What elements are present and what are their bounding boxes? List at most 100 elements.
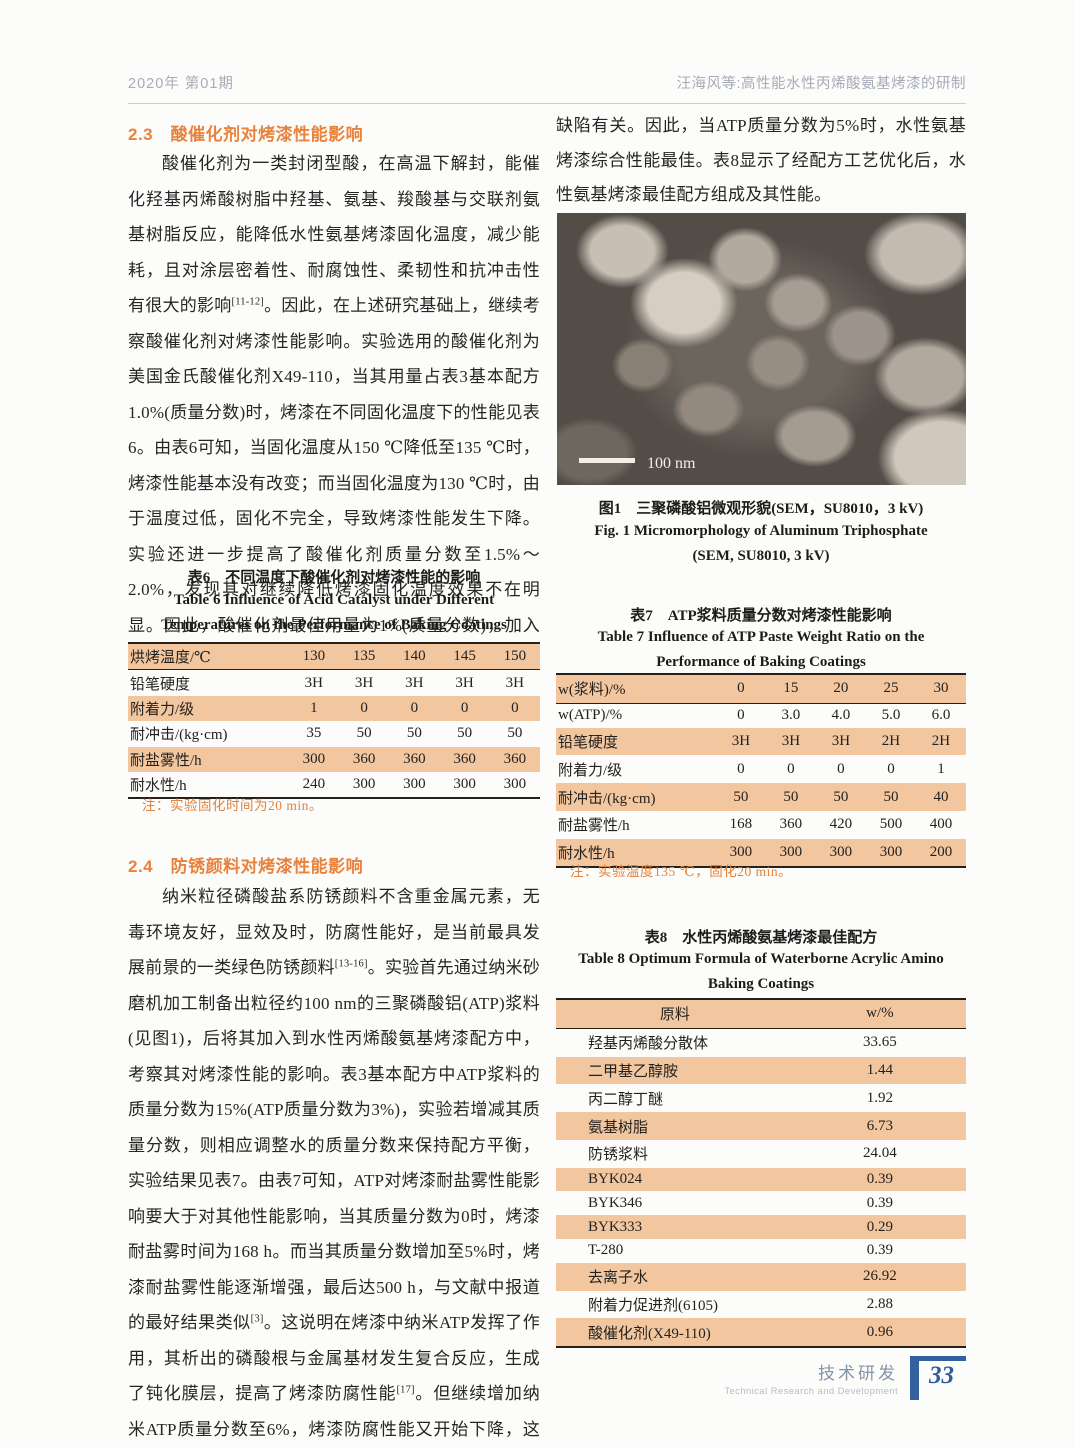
row-label: 耐盐雾性/h (130, 752, 202, 769)
section-2-3-title: 2.3 酸催化剂对烤漆性能影响 (128, 125, 364, 144)
table-row: 氨基树脂 6.73 (556, 1112, 966, 1140)
table7-note: 注：实验温度135 ℃，固化20 min。 (570, 864, 793, 879)
cell-value: 24.04 (863, 1145, 897, 1162)
cell-value: 0.39 (866, 1242, 894, 1259)
table-row: 耐水性/h 240 300 300 300 300 (128, 772, 540, 798)
table-row: 耐冲击/(kg·cm) 50 50 50 50 40 (556, 783, 966, 811)
cell-value: 50 (356, 725, 372, 742)
cell-value: 3.0 (781, 707, 801, 724)
cell-value: 3H (455, 674, 474, 691)
cell-value: 1.44 (866, 1061, 894, 1078)
cell-value: 300 (829, 844, 853, 861)
table-row: 附着力/级 1 0 0 0 0 (128, 695, 540, 722)
cell-value: 0.39 (866, 1194, 894, 1211)
cell-value: 420 (829, 816, 853, 833)
cell-value: 300 (503, 776, 527, 793)
cell-value: 0.39 (866, 1171, 894, 1188)
row-label: 防锈浆料 (588, 1147, 649, 1164)
cell-value: 4.0 (831, 707, 851, 724)
table-row: 耐冲击/(kg·cm) 35 50 50 50 50 (128, 721, 540, 746)
section-2-4-paragraph: 纳米粒径磷酸盐系防锈颜料不含重金属元素，无毒环境友好，显效及时，防腐性能好，是当… (128, 887, 541, 1439)
table-row: w(ATP)/% 0 3.0 4.0 5.0 6.0 (556, 703, 966, 727)
cell-value: 1 (937, 760, 945, 777)
page-header: 2020年 第01期 汪海风等:高性能水性丙烯酸氨基烤漆的研制 (128, 72, 966, 104)
cell-value: 360 (403, 750, 426, 767)
cell-value: 50 (733, 788, 749, 805)
table8-header-wpct: w/% (793, 999, 966, 1029)
footer-label-cn: 技术研发 (818, 1364, 898, 1383)
cell-value: 300 (729, 844, 753, 861)
cell-value: 0 (715, 674, 766, 704)
cell-value: 300 (302, 750, 326, 767)
table-row: BYK024 0.39 (556, 1167, 966, 1192)
cell-value: 0 (887, 760, 895, 777)
cell-value: 5.0 (881, 707, 901, 724)
cell-value: 150 (489, 643, 540, 671)
cell-value: 360 (503, 750, 527, 767)
footer-section-label: 技术研发 Technical Research and Development (724, 1359, 898, 1397)
cell-value: 3H (731, 732, 751, 749)
table6: 烘烤温度/℃ 130 135 140 145 150 铅笔硬度 3H 3H 3H 3H 3H 附着力/级… (128, 642, 540, 800)
cell-value: 50 (883, 788, 899, 805)
table-row: T-280 0.39 (556, 1239, 966, 1263)
table6-caption-en-1: Table 6 Influence of Acid Catalyst under… (173, 592, 495, 608)
cell-value: 240 (302, 776, 326, 793)
row-label: 铅笔硬度 (558, 734, 619, 751)
table-row: 羟基丙烯酸分散体 33.65 (556, 1028, 966, 1056)
row-label: BYK024 (588, 1171, 643, 1188)
table8: 原料 w/% 羟基丙烯酸分散体 33.65 二甲基乙醇胺 1.44 丙二醇丁醚 1.92 氨… (556, 998, 966, 1349)
table-row: w(浆料)/% 0 15 20 25 30 (556, 674, 966, 704)
scale-bar (579, 458, 635, 463)
row-label: BYK346 (588, 1194, 643, 1211)
cell-value: 500 (879, 816, 903, 833)
page-number: 33 (910, 1356, 966, 1400)
cell-value: 0.96 (866, 1323, 894, 1340)
cell-value: 168 (729, 816, 753, 833)
cell-value: 0 (460, 699, 469, 716)
row-label: 附着力/级 (558, 762, 623, 779)
cell-value: 0 (511, 699, 519, 716)
row-label: 耐盐雾性/h (558, 818, 630, 835)
cell-value: 33.65 (863, 1034, 897, 1051)
cell-value: 135 (338, 643, 390, 671)
row-label: 丙二醇丁醚 (588, 1091, 664, 1108)
scale-bar-label: 100 nm (647, 455, 696, 472)
row-label: 二甲基乙醇胺 (588, 1063, 679, 1080)
table7: w(浆料)/% 0 15 20 25 30 w(ATP)/% 0 3.0 4.0 5.0 6.0 铅笔硬… (556, 673, 966, 869)
cell-value: 20 (815, 674, 866, 704)
table8-header-material: 原料 (556, 999, 794, 1029)
cell-value: 1.92 (866, 1089, 894, 1106)
cell-value: 2.88 (866, 1295, 894, 1312)
cell-value: 400 (929, 816, 953, 833)
journal-issue: 2020年 第01期 (128, 76, 234, 92)
table-row: 酸催化剂(X49-110) 0.96 (556, 1318, 966, 1348)
cell-value: 300 (453, 776, 476, 793)
cell-value: 2H (931, 732, 951, 749)
table8-caption-en-2: Baking Coatings (707, 976, 815, 992)
table7-caption-en-1: Table 7 Influence of ATP Paste Weight Ra… (597, 629, 925, 645)
table7-caption-en-2: Performance of Baking Coatings (656, 654, 866, 670)
cell-value: 0 (410, 699, 419, 716)
cell-value: 360 (453, 750, 476, 767)
figure1-caption-en-1: Fig. 1 Micromorphology of Aluminum Triph… (594, 523, 928, 539)
row-label: w(浆料)/% (556, 674, 716, 704)
row-label: BYK333 (588, 1218, 643, 1235)
cell-value: 3H (354, 674, 374, 691)
row-label: 耐冲击/(kg·cm) (130, 727, 228, 744)
cell-value: 6.73 (866, 1117, 894, 1134)
table8-caption-en-1: Table 8 Optimum Formula of Waterborne Ac… (578, 951, 944, 967)
table7-caption-cn: 表7 ATP浆料质量分数对烤漆性能影响 (630, 608, 892, 624)
cell-value: 3H (781, 732, 801, 749)
cell-value: 3H (304, 674, 323, 691)
cell-value: 3H (505, 674, 525, 691)
table6-caption-en-2: Temperatures on the Performance of Bakin… (161, 617, 507, 633)
section-2-3-paragraph: 酸催化剂为一类封闭型酸，在高温下解封，能催化羟基丙烯酸树脂中羟基、氨基、羧酸基与… (128, 154, 540, 670)
cell-value: 0 (837, 760, 845, 777)
right-column-paragraph: 缺陷有关。因此，当ATP质量分数为5%时，水性氨基烤漆综合性能最佳。表8显示了经… (556, 116, 966, 204)
table8-caption-cn: 表8 水性丙烯酸氨基烤漆最佳配方 (644, 930, 878, 946)
cell-value: 360 (352, 750, 376, 767)
table-row: 防锈浆料 24.04 (556, 1140, 966, 1168)
cell-value: 0 (737, 707, 745, 724)
table-row: 耐盐雾性/h 300 360 360 360 360 (128, 746, 540, 772)
